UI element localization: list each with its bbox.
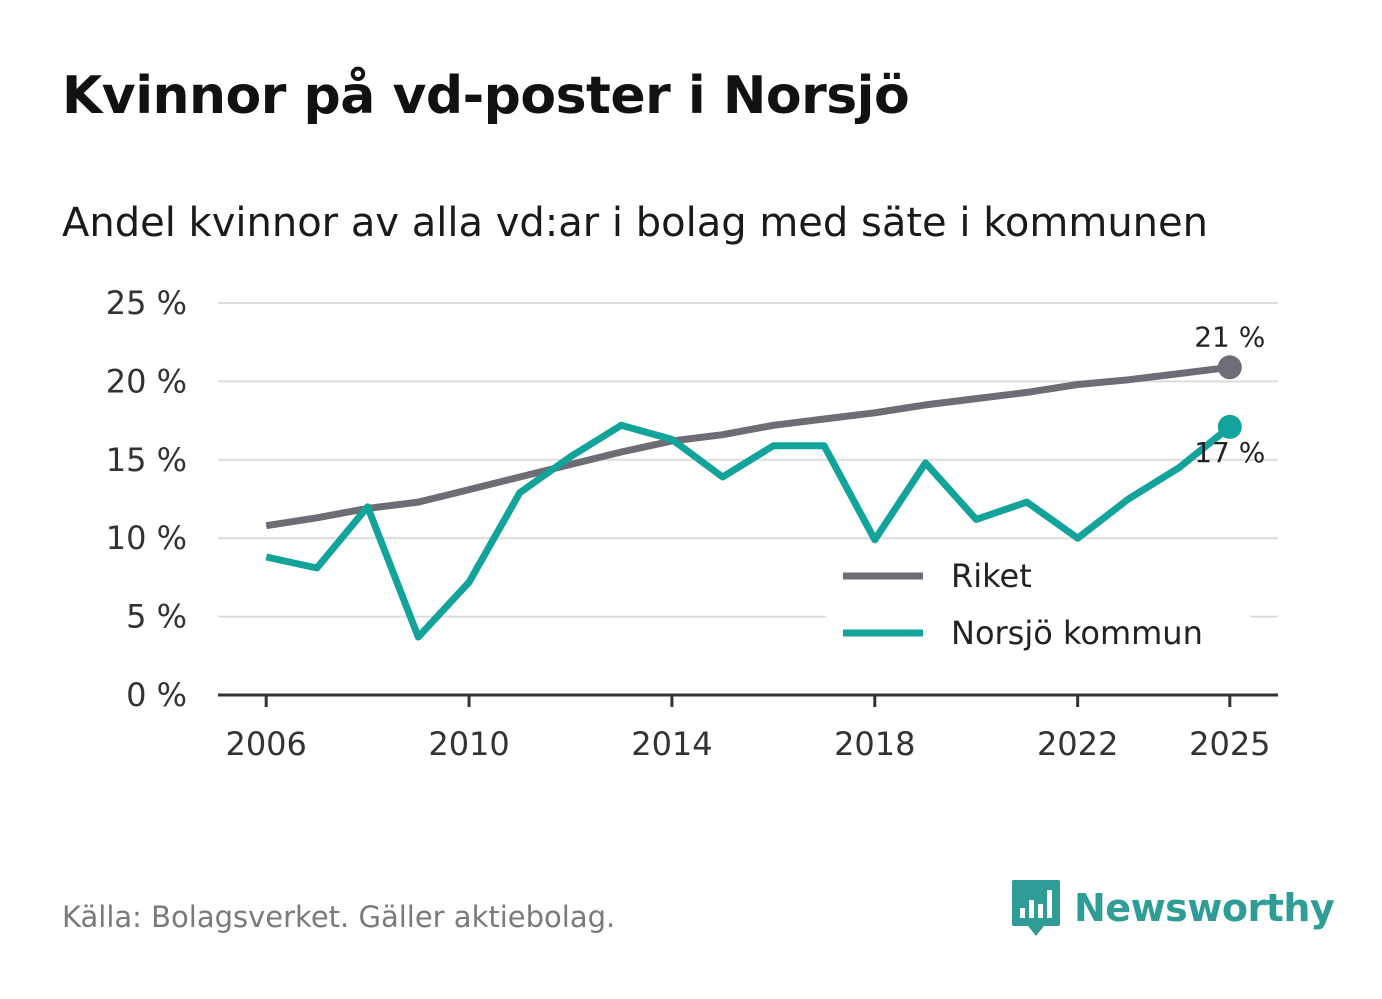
x-tick-label: 2014	[631, 725, 712, 763]
brand-logo: Newsworthy	[1010, 878, 1335, 938]
brand-name: Newsworthy	[1074, 886, 1335, 930]
x-tick-label: 2010	[428, 725, 509, 763]
end-value-label: 17 %	[1194, 436, 1265, 469]
x-tick-label: 2018	[834, 725, 915, 763]
legend-label: Norsjö kommun	[951, 614, 1203, 652]
axes: 0 % 5 % 10 % 15 % 20 % 25 % 2006 2010 2014 2018 20…	[106, 284, 1278, 763]
newsworthy-logo-icon	[1012, 880, 1060, 936]
y-tick-label: 25 %	[106, 284, 187, 322]
y-tick-label: 0 %	[126, 676, 187, 714]
legend-background	[826, 548, 1250, 666]
source-note: Källa: Bolagsverket. Gäller aktiebolag.	[62, 900, 616, 934]
chart-title: Kvinnor på vd-poster i Norsjö	[62, 66, 910, 126]
x-tick-label: 2025	[1189, 725, 1270, 763]
y-tick-label: 15 %	[106, 441, 187, 479]
series-end-point	[1217, 414, 1242, 439]
end-labels: 21 % 17 %	[1194, 320, 1265, 469]
series-line-riket	[265, 363, 1231, 530]
y-tick-label: 10 %	[106, 519, 187, 557]
end-value-label: 21 %	[1194, 320, 1265, 353]
x-tick-label: 2006	[225, 725, 306, 763]
chart-subtitle: Andel kvinnor av alla vd:ar i bolag med …	[62, 200, 1208, 246]
legend-label: Riket	[951, 557, 1032, 595]
series-lines	[265, 355, 1242, 641]
x-tick-label: 2022	[1037, 725, 1118, 763]
legend: Riket Norsjö kommun	[826, 548, 1250, 666]
series-line-norsjo-kommun	[265, 421, 1232, 641]
series-end-point	[1217, 355, 1242, 380]
y-tick-label: 5 %	[126, 598, 187, 636]
y-tick-label: 20 %	[106, 362, 187, 400]
